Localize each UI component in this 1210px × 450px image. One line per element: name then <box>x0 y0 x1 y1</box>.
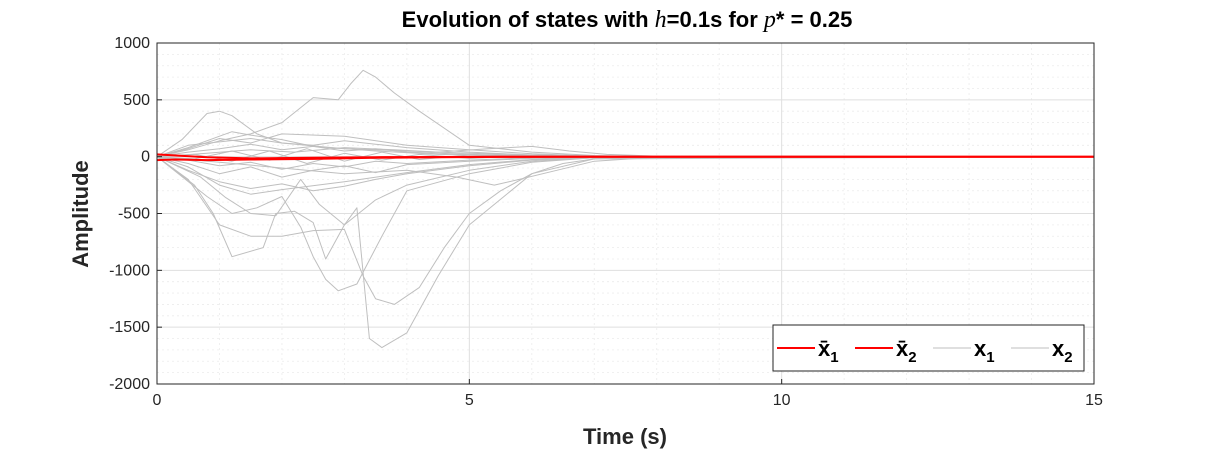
sample-series-line-14 <box>156 156 1095 186</box>
x-tick-label: 0 <box>153 392 162 409</box>
legend-entry-x1: x1 <box>933 336 995 366</box>
x-tick-label: 5 <box>465 392 474 409</box>
y-tick-label: 500 <box>123 92 150 109</box>
legend-label-x2: x2 <box>1052 336 1073 366</box>
legend-entry-x1-mean: x̄1 <box>777 336 839 366</box>
x-tick-label: 10 <box>773 392 791 409</box>
x-axis-label: Time (s) <box>583 424 667 449</box>
sample-series-line-4 <box>156 156 1094 305</box>
legend-entry-x2: x2 <box>1011 336 1073 366</box>
legend: x̄1 x̄2 x1 x2 <box>772 324 1085 372</box>
sample-series-line-15 <box>156 133 1095 158</box>
sample-series-line-9 <box>156 138 1095 158</box>
y-tick-label: -500 <box>118 206 150 223</box>
y-tick-label: -2000 <box>109 376 150 393</box>
y-tick-label: 0 <box>141 149 150 166</box>
sample-series-line-13 <box>156 145 1095 158</box>
legend-label-x2-mean: x̄2 <box>896 336 917 366</box>
ticks: 0 5 10 15 -2000 -1500 -1000 -500 0 500 1000 <box>109 35 1103 409</box>
mean-series-line-2 <box>156 155 1094 162</box>
x-tick-label: 15 <box>1085 392 1103 409</box>
legend-entry-x2-mean: x̄2 <box>855 336 917 366</box>
legend-label-x1-mean: x̄1 <box>818 336 839 366</box>
sample-series-line-16 <box>156 156 1095 195</box>
legend-label-x1: x1 <box>974 336 995 366</box>
sample-series-line-1 <box>156 69 1094 158</box>
title-prefix: Evolution of states with <box>402 7 655 32</box>
sample-series-line-6 <box>156 156 1095 292</box>
sample-series-line-7 <box>156 156 1095 226</box>
sample-series-group <box>156 69 1095 349</box>
y-tick-label: -1000 <box>109 262 150 279</box>
title-var-p: p <box>762 7 776 33</box>
sample-series-line-10 <box>156 156 1095 178</box>
chart-title: Evolution of states with h=0.1s for p* =… <box>402 7 853 33</box>
title-var-h: h <box>655 7 667 33</box>
title-mid: =0.1s for <box>667 7 764 32</box>
y-tick-label: 1000 <box>114 35 150 52</box>
y-axis-label: Amplitude <box>68 160 93 268</box>
mean-series-group <box>156 153 1094 162</box>
title-suffix: * = 0.25 <box>776 7 852 32</box>
sample-series-line-8 <box>156 156 1095 192</box>
y-tick-label: -1500 <box>109 319 150 336</box>
